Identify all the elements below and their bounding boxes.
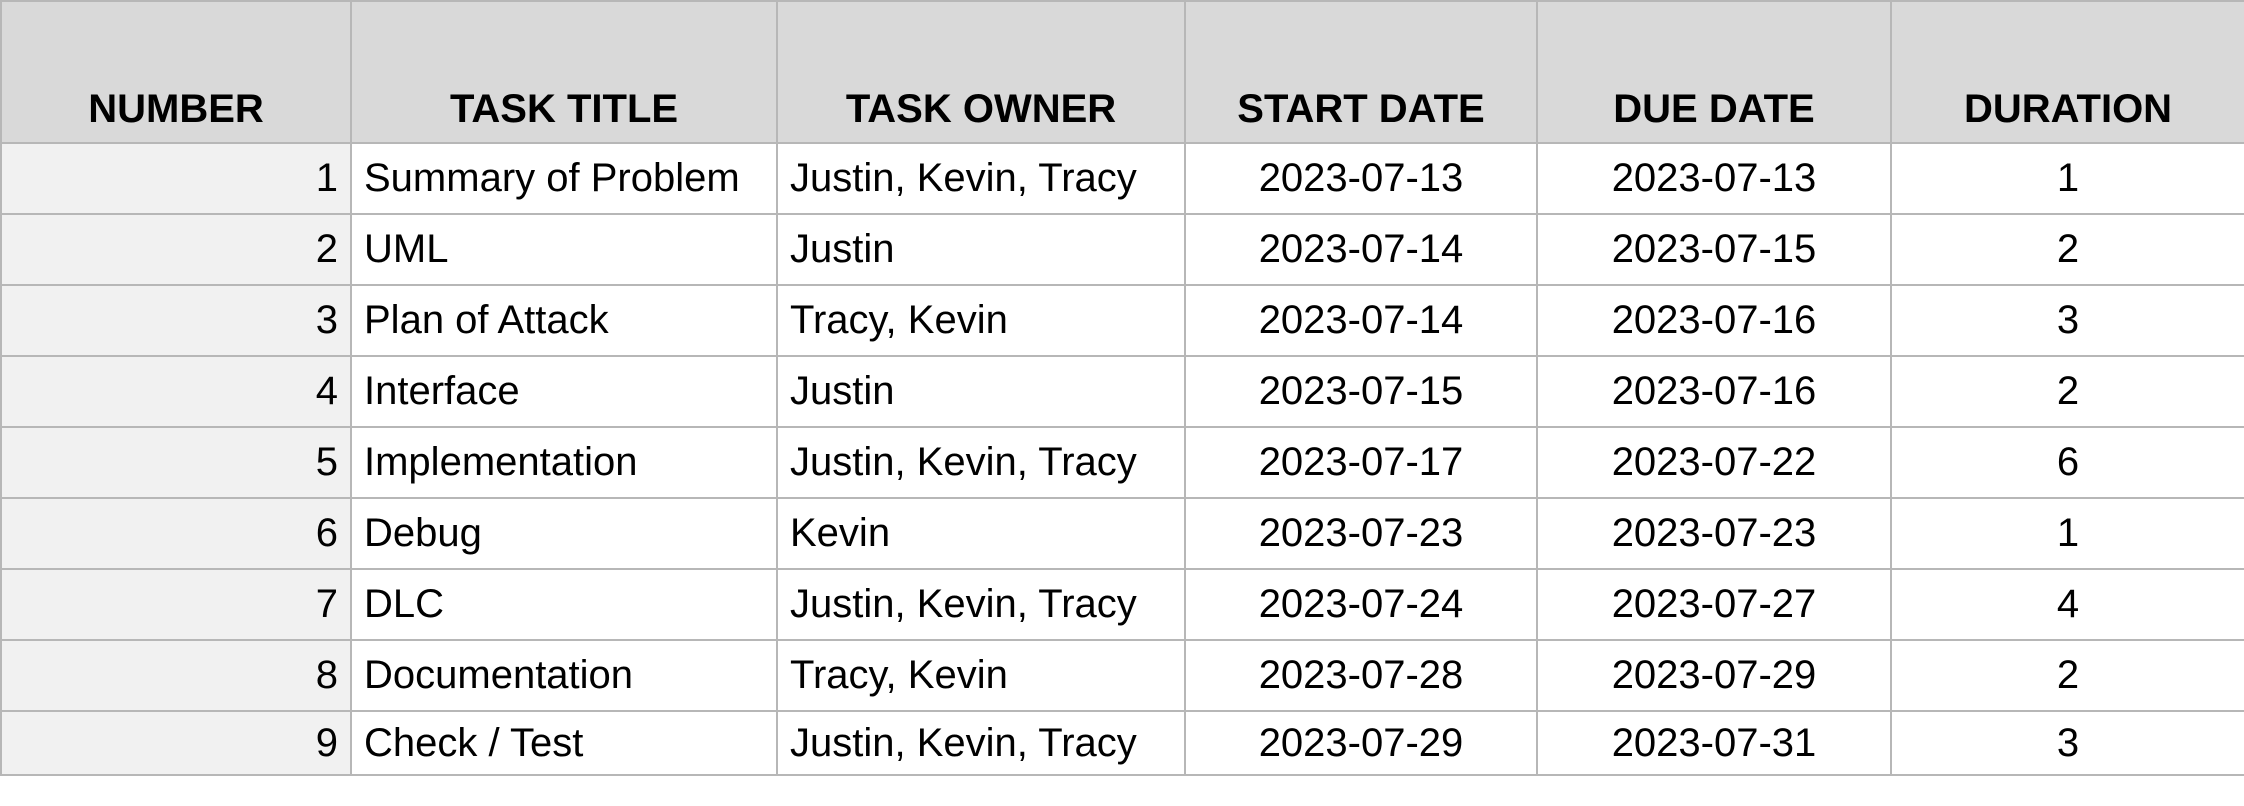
start-date-cell[interactable]: 2023-07-14 [1184, 284, 1538, 357]
task-title-cell[interactable]: Check / Test [350, 710, 778, 776]
table-row: 8 Documentation Tracy, Kevin 2023-07-28 … [0, 639, 2244, 712]
header-row: NUMBER TASK TITLE TASK OWNER START DATE … [0, 0, 2244, 144]
number-cell[interactable]: 6 [0, 497, 352, 570]
task-owner-cell[interactable]: Tracy, Kevin [776, 284, 1186, 357]
number-cell[interactable]: 4 [0, 355, 352, 428]
start-date-cell[interactable]: 2023-07-29 [1184, 710, 1538, 776]
start-date-cell[interactable]: 2023-07-14 [1184, 213, 1538, 286]
number-cell[interactable]: 3 [0, 284, 352, 357]
task-owner-cell[interactable]: Justin, Kevin, Tracy [776, 568, 1186, 641]
task-title-cell[interactable]: Plan of Attack [350, 284, 778, 357]
task-owner-cell[interactable]: Kevin [776, 497, 1186, 570]
task-owner-cell[interactable]: Justin, Kevin, Tracy [776, 426, 1186, 499]
number-cell[interactable]: 8 [0, 639, 352, 712]
duration-cell[interactable]: 6 [1890, 426, 2244, 499]
number-cell[interactable]: 7 [0, 568, 352, 641]
duration-cell[interactable]: 1 [1890, 497, 2244, 570]
task-title-cell[interactable]: Debug [350, 497, 778, 570]
task-title-cell[interactable]: UML [350, 213, 778, 286]
table-row: 9 Check / Test Justin, Kevin, Tracy 2023… [0, 710, 2244, 776]
task-owner-cell[interactable]: Tracy, Kevin [776, 639, 1186, 712]
table-row: 1 Summary of Problem Justin, Kevin, Trac… [0, 142, 2244, 215]
duration-cell[interactable]: 4 [1890, 568, 2244, 641]
duration-cell[interactable]: 2 [1890, 355, 2244, 428]
due-date-cell[interactable]: 2023-07-13 [1536, 142, 1892, 215]
header-start-date[interactable]: START DATE [1184, 0, 1538, 144]
duration-cell[interactable]: 3 [1890, 710, 2244, 776]
task-title-cell[interactable]: Interface [350, 355, 778, 428]
header-number[interactable]: NUMBER [0, 0, 352, 144]
header-duration[interactable]: DURATION [1890, 0, 2244, 144]
table-row: 4 Interface Justin 2023-07-15 2023-07-16… [0, 355, 2244, 428]
task-title-cell[interactable]: Implementation [350, 426, 778, 499]
number-cell[interactable]: 1 [0, 142, 352, 215]
start-date-cell[interactable]: 2023-07-17 [1184, 426, 1538, 499]
duration-cell[interactable]: 2 [1890, 639, 2244, 712]
number-cell[interactable]: 2 [0, 213, 352, 286]
task-title-cell[interactable]: Summary of Problem [350, 142, 778, 215]
duration-cell[interactable]: 2 [1890, 213, 2244, 286]
due-date-cell[interactable]: 2023-07-31 [1536, 710, 1892, 776]
task-owner-cell[interactable]: Justin, Kevin, Tracy [776, 710, 1186, 776]
header-due-date[interactable]: DUE DATE [1536, 0, 1892, 144]
table-row: 6 Debug Kevin 2023-07-23 2023-07-23 1 [0, 497, 2244, 570]
due-date-cell[interactable]: 2023-07-16 [1536, 284, 1892, 357]
start-date-cell[interactable]: 2023-07-28 [1184, 639, 1538, 712]
due-date-cell[interactable]: 2023-07-23 [1536, 497, 1892, 570]
table-row: 2 UML Justin 2023-07-14 2023-07-15 2 [0, 213, 2244, 286]
header-task-title[interactable]: TASK TITLE [350, 0, 778, 144]
task-owner-cell[interactable]: Justin [776, 213, 1186, 286]
task-owner-cell[interactable]: Justin, Kevin, Tracy [776, 142, 1186, 215]
table-row: 7 DLC Justin, Kevin, Tracy 2023-07-24 20… [0, 568, 2244, 641]
table-row: 5 Implementation Justin, Kevin, Tracy 20… [0, 426, 2244, 499]
header-task-owner[interactable]: TASK OWNER [776, 0, 1186, 144]
task-title-cell[interactable]: Documentation [350, 639, 778, 712]
task-title-cell[interactable]: DLC [350, 568, 778, 641]
start-date-cell[interactable]: 2023-07-24 [1184, 568, 1538, 641]
table-row: 3 Plan of Attack Tracy, Kevin 2023-07-14… [0, 284, 2244, 357]
due-date-cell[interactable]: 2023-07-22 [1536, 426, 1892, 499]
due-date-cell[interactable]: 2023-07-29 [1536, 639, 1892, 712]
due-date-cell[interactable]: 2023-07-16 [1536, 355, 1892, 428]
start-date-cell[interactable]: 2023-07-13 [1184, 142, 1538, 215]
number-cell[interactable]: 9 [0, 710, 352, 776]
start-date-cell[interactable]: 2023-07-23 [1184, 497, 1538, 570]
start-date-cell[interactable]: 2023-07-15 [1184, 355, 1538, 428]
number-cell[interactable]: 5 [0, 426, 352, 499]
task-table: NUMBER TASK TITLE TASK OWNER START DATE … [0, 0, 2244, 776]
due-date-cell[interactable]: 2023-07-15 [1536, 213, 1892, 286]
due-date-cell[interactable]: 2023-07-27 [1536, 568, 1892, 641]
duration-cell[interactable]: 3 [1890, 284, 2244, 357]
task-owner-cell[interactable]: Justin [776, 355, 1186, 428]
duration-cell[interactable]: 1 [1890, 142, 2244, 215]
